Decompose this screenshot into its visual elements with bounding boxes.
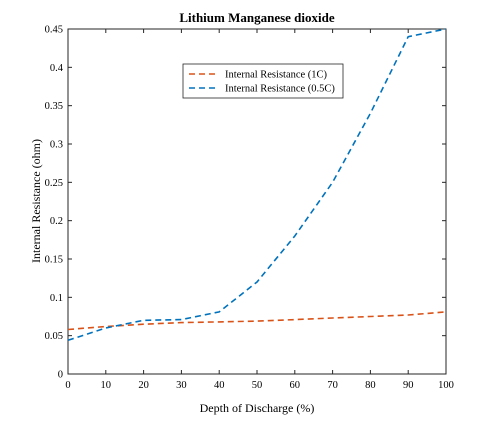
legend-label-1: Internal Resistance (0.5C): [225, 84, 335, 95]
y-tick-label: 0.2: [50, 216, 63, 227]
y-axis-label: Internal Resistance (ohm): [29, 139, 43, 263]
x-tick-label: 10: [101, 380, 112, 391]
x-tick-label: 40: [214, 380, 225, 391]
series-line-1: [67, 28, 447, 342]
y-tick-label: 0.3: [50, 140, 63, 151]
x-tick-label: 0: [65, 380, 70, 391]
y-tick-label: 0.35: [45, 101, 63, 112]
y-tick-label: 0.15: [45, 255, 63, 266]
x-tick-label: 60: [290, 380, 301, 391]
legend-label-0: Internal Resistance (1C): [225, 70, 328, 81]
legend: Internal Resistance (1C) Internal Resista…: [182, 63, 344, 99]
x-tick-label: 50: [252, 380, 263, 391]
y-axis: 0 0.05 0.1 0.15 0.2 0.25 0.3 0.35 0.4 0.45: [45, 25, 446, 381]
x-tick-label: 80: [365, 380, 376, 391]
x-tick-label: 20: [138, 380, 149, 391]
y-tick-label: 0.05: [45, 331, 63, 342]
y-tick-label: 0: [58, 370, 63, 381]
x-tick-label: 30: [176, 380, 187, 391]
y-tick-label: 0.4: [50, 63, 64, 74]
x-tick-label: 70: [327, 380, 338, 391]
x-tick-label: 90: [403, 380, 414, 391]
legend-box: [182, 63, 344, 99]
x-axis-label: Depth of Discharge (%): [200, 401, 315, 415]
x-tick-label: 100: [438, 380, 454, 391]
series-lines: [67, 28, 447, 342]
y-tick-label: 0.45: [45, 25, 63, 36]
y-tick-label: 0.25: [45, 178, 63, 189]
x-axis: 0 10 20 30 40 50 60 70 80 90 100: [65, 29, 454, 391]
series-line-0: [67, 311, 447, 331]
chart-title: Lithium Manganese dioxide: [179, 10, 335, 25]
y-tick-label: 0.1: [50, 293, 63, 304]
